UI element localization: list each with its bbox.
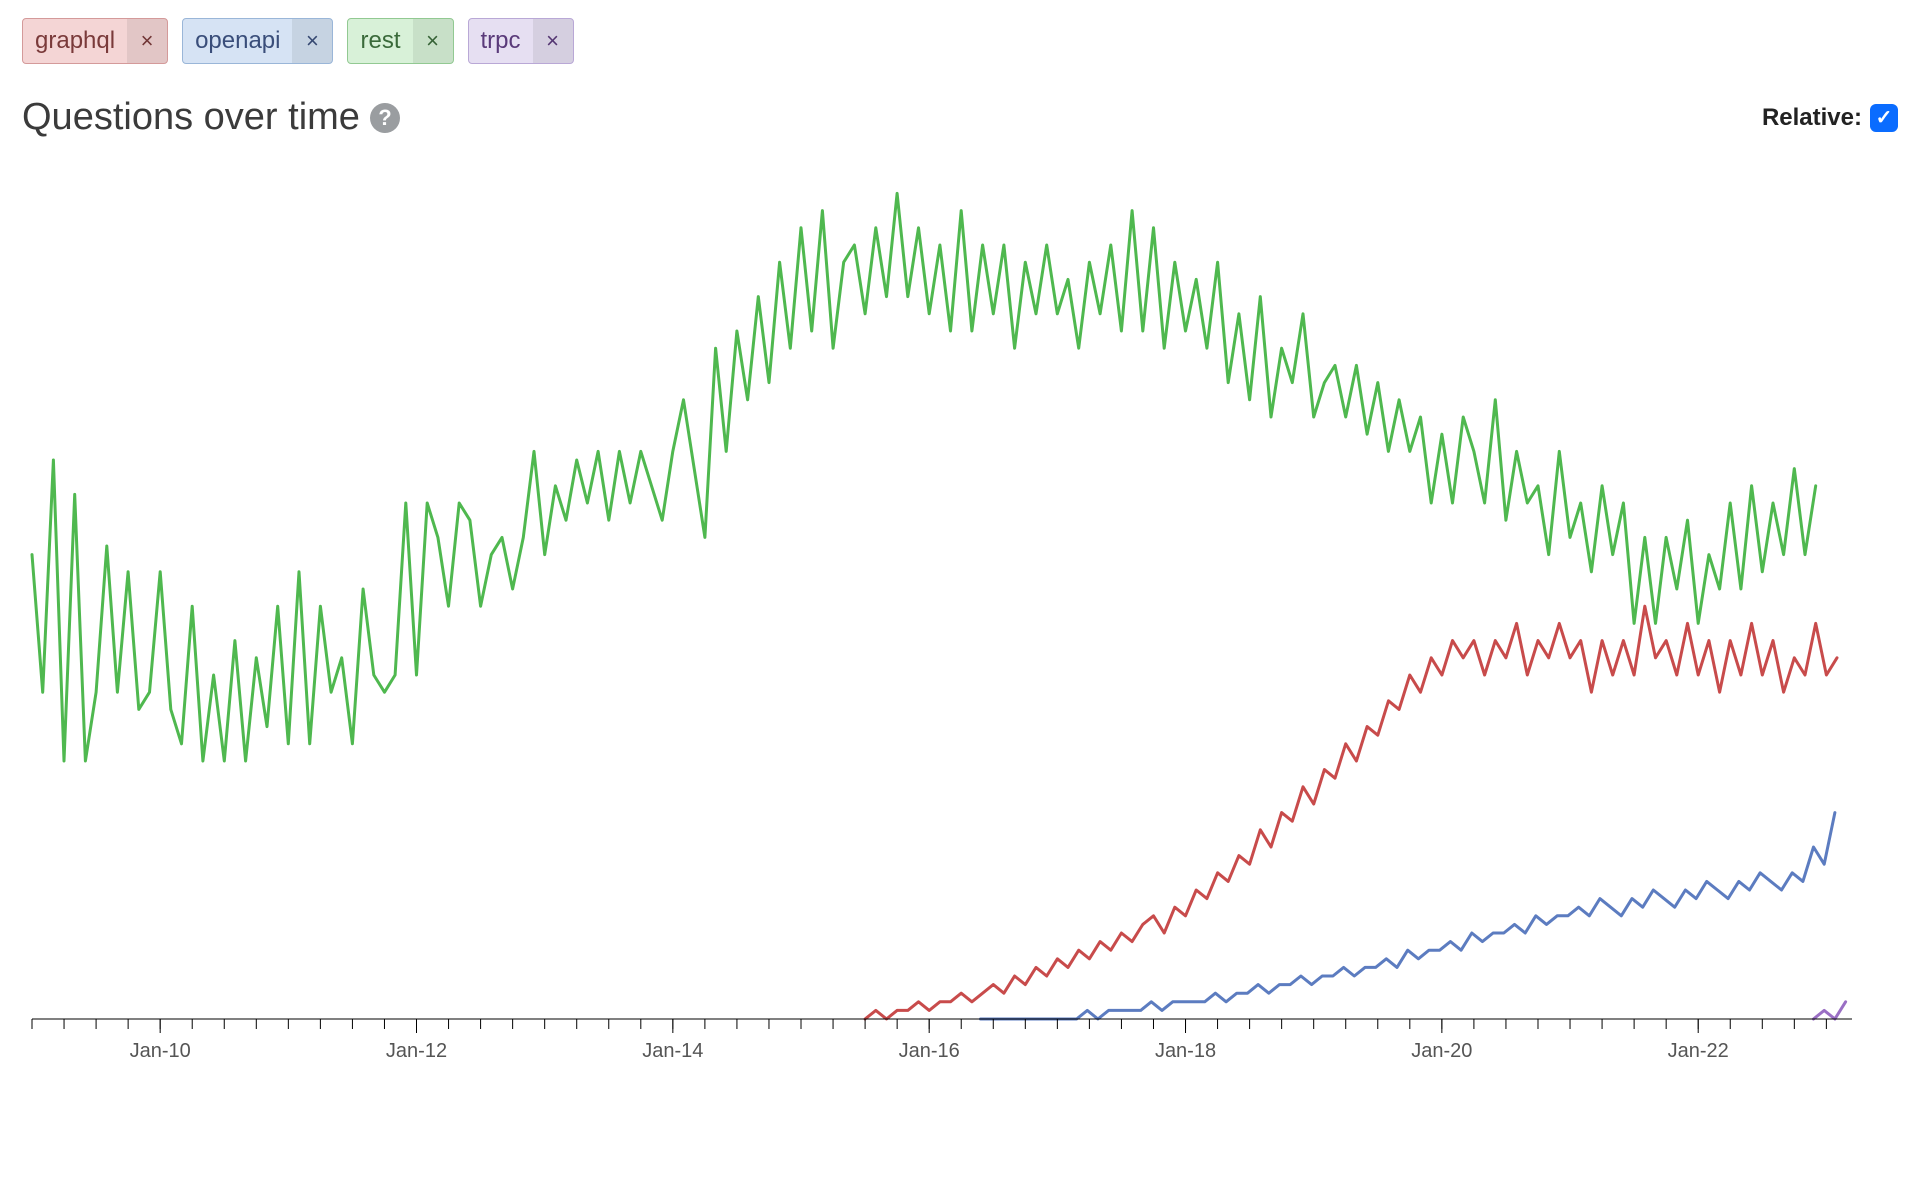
series-rest (32, 193, 1816, 761)
chart-svg: Jan-10 Jan-12 Jan-14 Jan-16 Jan-18 Jan-20 Jan-… (22, 149, 1862, 1089)
tag-label: openapi (183, 19, 292, 63)
tag-openapi[interactable]: openapi× (182, 18, 333, 64)
x-tick-label: Jan-14 (642, 1040, 703, 1062)
tags-row: graphql×openapi×rest×trpc× (22, 18, 1898, 64)
close-icon[interactable]: × (413, 19, 453, 63)
x-tick-label: Jan-18 (1155, 1040, 1216, 1062)
series-trpc (1814, 1002, 1846, 1019)
x-tick-label: Jan-20 (1411, 1040, 1472, 1062)
chart: Jan-10 Jan-12 Jan-14 Jan-16 Jan-18 Jan-20 Jan-… (22, 149, 1898, 1089)
title-row: Questions over time ? Relative: ✓ (22, 96, 1898, 139)
help-icon[interactable]: ? (370, 103, 400, 133)
tag-label: graphql (23, 19, 127, 63)
relative-checkbox[interactable]: ✓ (1870, 104, 1898, 132)
tag-rest[interactable]: rest× (347, 18, 453, 64)
tag-label: trpc (469, 19, 533, 63)
close-icon[interactable]: × (127, 19, 167, 63)
close-icon[interactable]: × (533, 19, 573, 63)
relative-toggle: Relative: ✓ (1762, 104, 1898, 132)
x-tick-label: Jan-12 (386, 1040, 447, 1062)
series-openapi (981, 813, 1835, 1019)
chart-title: Questions over time (22, 96, 360, 139)
x-tick-label: Jan-10 (130, 1040, 191, 1062)
x-tick-label: Jan-16 (899, 1040, 960, 1062)
chart-title-wrap: Questions over time ? (22, 96, 400, 139)
close-icon[interactable]: × (292, 19, 332, 63)
series-graphql (865, 606, 1837, 1019)
relative-label: Relative: (1762, 104, 1862, 132)
tag-label: rest (348, 19, 412, 63)
tag-graphql[interactable]: graphql× (22, 18, 168, 64)
x-axis: Jan-10 Jan-12 Jan-14 Jan-16 Jan-18 Jan-20 Jan-… (32, 1019, 1852, 1062)
tag-trpc[interactable]: trpc× (468, 18, 574, 64)
x-tick-label: Jan-22 (1668, 1040, 1729, 1062)
